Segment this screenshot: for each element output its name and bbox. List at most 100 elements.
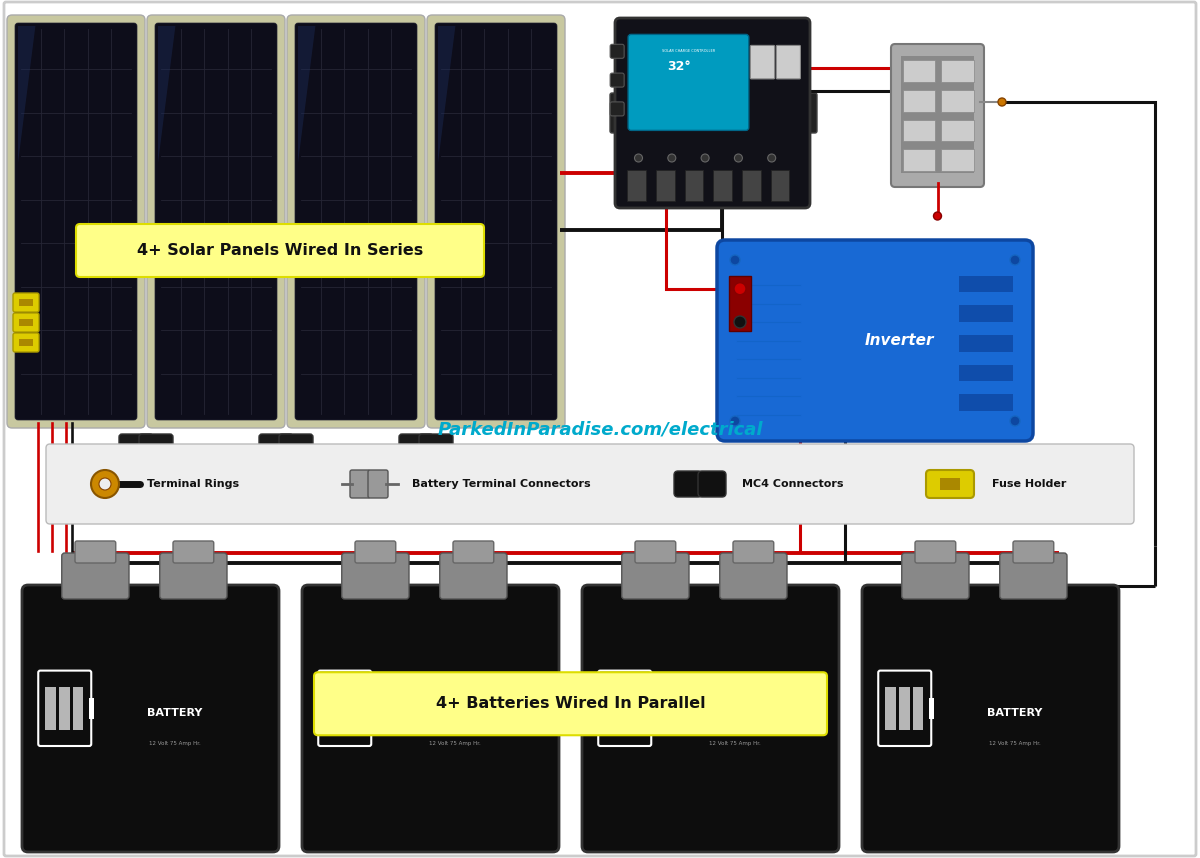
FancyBboxPatch shape — [720, 553, 787, 599]
FancyBboxPatch shape — [616, 18, 810, 208]
Bar — [902, 90, 935, 112]
Bar — [370, 698, 374, 719]
FancyBboxPatch shape — [674, 471, 702, 497]
Bar — [59, 687, 70, 729]
Bar — [959, 365, 1013, 381]
FancyBboxPatch shape — [439, 553, 508, 599]
FancyBboxPatch shape — [61, 553, 130, 599]
Text: BATTERY: BATTERY — [707, 709, 763, 718]
FancyBboxPatch shape — [259, 434, 293, 456]
Bar — [649, 698, 654, 719]
Bar — [899, 687, 910, 729]
FancyBboxPatch shape — [718, 240, 1033, 441]
Text: Battery Terminal Connectors: Battery Terminal Connectors — [412, 479, 590, 489]
Bar — [338, 687, 349, 729]
Text: BATTERY: BATTERY — [148, 709, 203, 718]
Bar — [912, 687, 923, 729]
Bar — [959, 275, 1013, 293]
Text: Inverter: Inverter — [864, 333, 934, 348]
Bar — [770, 171, 790, 201]
Bar — [959, 335, 1013, 352]
FancyBboxPatch shape — [901, 553, 970, 599]
Circle shape — [730, 255, 740, 265]
Circle shape — [998, 98, 1006, 106]
Circle shape — [734, 282, 746, 294]
FancyBboxPatch shape — [776, 45, 800, 79]
Circle shape — [98, 478, 112, 490]
Bar — [959, 394, 1013, 411]
Circle shape — [1010, 255, 1020, 265]
FancyBboxPatch shape — [74, 541, 115, 563]
FancyBboxPatch shape — [434, 23, 557, 420]
Text: BATTERY: BATTERY — [988, 709, 1043, 718]
FancyBboxPatch shape — [314, 673, 827, 735]
Text: 12 Volt 75 Amp Hr.: 12 Volt 75 Amp Hr. — [430, 741, 481, 746]
FancyBboxPatch shape — [13, 313, 38, 332]
Bar — [941, 60, 973, 82]
FancyBboxPatch shape — [13, 333, 38, 352]
Bar — [19, 319, 34, 326]
Text: 4+ Solar Panels Wired In Series: 4+ Solar Panels Wired In Series — [137, 243, 424, 258]
FancyBboxPatch shape — [582, 585, 839, 852]
FancyBboxPatch shape — [148, 15, 286, 428]
FancyBboxPatch shape — [160, 553, 227, 599]
FancyBboxPatch shape — [610, 45, 624, 58]
Bar — [89, 698, 94, 719]
FancyBboxPatch shape — [916, 541, 955, 563]
FancyBboxPatch shape — [628, 34, 749, 130]
FancyBboxPatch shape — [155, 23, 277, 420]
Polygon shape — [298, 26, 316, 163]
FancyBboxPatch shape — [427, 15, 565, 428]
FancyBboxPatch shape — [368, 470, 388, 498]
Circle shape — [768, 154, 775, 162]
FancyBboxPatch shape — [173, 541, 214, 563]
Circle shape — [734, 154, 743, 162]
FancyBboxPatch shape — [1000, 553, 1067, 599]
FancyBboxPatch shape — [733, 541, 774, 563]
FancyBboxPatch shape — [355, 541, 396, 563]
Text: Terminal Rings: Terminal Rings — [148, 479, 239, 489]
Bar — [941, 120, 973, 142]
FancyBboxPatch shape — [890, 44, 984, 187]
Bar — [730, 275, 751, 331]
Circle shape — [730, 416, 740, 426]
FancyBboxPatch shape — [622, 553, 689, 599]
Bar — [940, 478, 960, 490]
Polygon shape — [18, 26, 36, 163]
Bar — [19, 299, 34, 306]
Bar — [742, 171, 761, 201]
Text: ParkedInParadise.com/electrical: ParkedInParadise.com/electrical — [437, 421, 763, 439]
Text: Fuse Holder: Fuse Holder — [992, 479, 1067, 489]
Bar — [886, 687, 896, 729]
FancyBboxPatch shape — [14, 23, 137, 420]
FancyBboxPatch shape — [698, 471, 726, 497]
FancyBboxPatch shape — [610, 93, 626, 133]
FancyBboxPatch shape — [400, 434, 433, 456]
FancyBboxPatch shape — [295, 23, 418, 420]
FancyBboxPatch shape — [119, 434, 154, 456]
FancyBboxPatch shape — [13, 293, 38, 312]
Bar — [901, 56, 974, 173]
FancyBboxPatch shape — [22, 585, 280, 852]
FancyBboxPatch shape — [802, 93, 817, 133]
FancyBboxPatch shape — [350, 470, 370, 498]
FancyBboxPatch shape — [610, 102, 624, 116]
FancyBboxPatch shape — [862, 585, 1120, 852]
FancyBboxPatch shape — [139, 434, 173, 456]
Bar — [353, 687, 364, 729]
Bar — [605, 687, 616, 729]
FancyBboxPatch shape — [342, 553, 409, 599]
FancyBboxPatch shape — [419, 434, 454, 456]
Text: MC4 Connectors: MC4 Connectors — [742, 479, 844, 489]
FancyBboxPatch shape — [750, 45, 774, 79]
Circle shape — [91, 470, 119, 498]
FancyBboxPatch shape — [278, 434, 313, 456]
Polygon shape — [438, 26, 455, 163]
Bar — [685, 171, 703, 201]
FancyBboxPatch shape — [7, 15, 145, 428]
FancyBboxPatch shape — [635, 541, 676, 563]
Circle shape — [734, 316, 746, 328]
FancyBboxPatch shape — [926, 470, 974, 498]
Bar — [19, 339, 34, 346]
Text: SOLAR CHARGE CONTROLLER: SOLAR CHARGE CONTROLLER — [662, 49, 715, 53]
